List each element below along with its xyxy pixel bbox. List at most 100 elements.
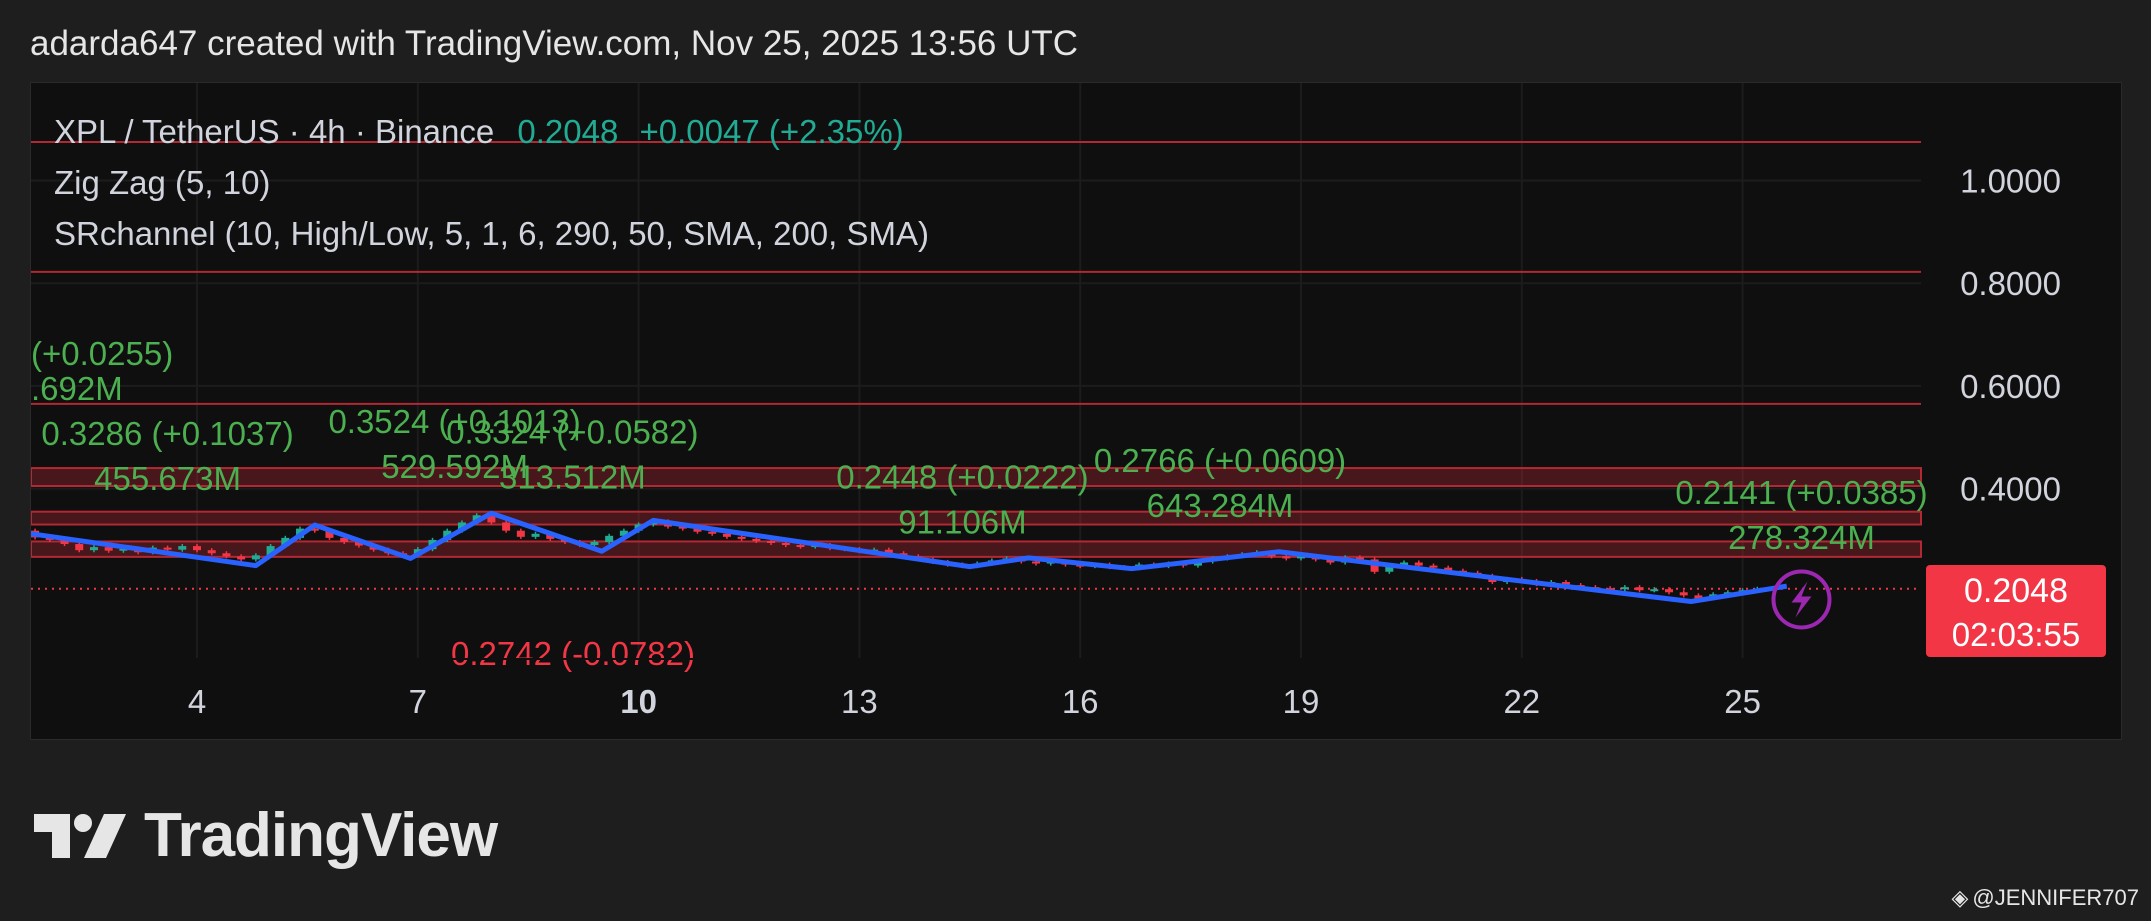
- lightning-alert-icon: [1771, 569, 1832, 630]
- zigzag-labels: 0.3286 (+0.1037) 455.673M 0.3524 (+0.1013)…: [31, 335, 1928, 672]
- y-axis-tick-label: 0.4000: [1960, 471, 2061, 508]
- zigzag-label-volume: .692M: [31, 370, 123, 407]
- candle: [781, 543, 790, 546]
- zigzag: [31, 510, 1788, 605]
- zigzag-label-low: 0.2742 (-0.0782): [451, 635, 695, 672]
- zigzag-label-price: 0.3324 (+0.0582): [446, 413, 698, 450]
- zigzag-label-volume: 529.592M: [381, 448, 528, 485]
- candle: [531, 533, 540, 537]
- zigzag-label-volume: 313.512M: [499, 458, 646, 495]
- lightning-bolt-icon: [1791, 581, 1812, 618]
- zigzag-label-price: 0.2766 (+0.0609): [1094, 442, 1346, 479]
- plot-clip-edge: [31, 658, 1921, 660]
- candle: [89, 547, 98, 551]
- candle: [1326, 559, 1335, 563]
- candle: [1032, 561, 1041, 564]
- candle: [1385, 565, 1394, 572]
- logo-text: TradingView: [144, 801, 498, 870]
- candle: [1282, 556, 1291, 559]
- zigzag-label-volume: 91.106M: [898, 503, 1026, 540]
- symbol-line[interactable]: XPL / TetherUS · 4h · Binance 0.2048 +0.…: [54, 106, 929, 157]
- tradingview-logo[interactable]: TradingView: [34, 800, 498, 871]
- watermark-text: @JENNIFER707: [1972, 885, 2139, 910]
- candle: [884, 549, 893, 554]
- candle: [605, 535, 614, 542]
- x-axis-tick-label: 22: [1503, 683, 1540, 720]
- zigzag-label-price: (+0.0255): [31, 335, 173, 372]
- last-price: 0.2048: [517, 113, 619, 150]
- symbol-title: XPL / TetherUS · 4h · Binance: [54, 113, 495, 150]
- x-axis-tick-label: 19: [1283, 683, 1320, 720]
- candle: [310, 528, 319, 531]
- sr-zone: [31, 540, 1922, 558]
- y-axis-tick-label: 1.0000: [1960, 163, 2061, 200]
- binance-icon: ◈: [1951, 885, 1969, 910]
- chart-legend: XPL / TetherUS · 4h · Binance 0.2048 +0.…: [54, 106, 929, 259]
- candle: [1606, 588, 1615, 591]
- zigzag-label-volume: 455.673M: [94, 460, 241, 497]
- chart-canvas[interactable]: 0.3286 (+0.1037) 455.673M 0.3524 (+0.1013)…: [31, 83, 2121, 739]
- y-axis-tick-label: 0.8000: [1960, 265, 2061, 302]
- candle: [325, 530, 334, 538]
- chart-area[interactable]: 0.3286 (+0.1037) 455.673M 0.3524 (+0.1013)…: [30, 82, 2122, 740]
- zigzag-label-price: 0.2141 (+0.0385): [1675, 474, 1927, 511]
- x-axis-tick-label: 10: [620, 683, 657, 720]
- candle: [487, 515, 496, 523]
- candle: [1414, 562, 1423, 566]
- candle: [163, 547, 172, 550]
- candle: [1635, 587, 1644, 591]
- candle: [1679, 592, 1688, 596]
- candle: [693, 528, 702, 532]
- candle: [193, 546, 201, 551]
- zigzag-label-price: 0.3286 (+0.1037): [41, 415, 293, 452]
- badge-price: 0.2048: [1964, 572, 2068, 610]
- candle: [281, 537, 290, 547]
- candle: [178, 546, 187, 550]
- candle: [619, 530, 628, 536]
- candle: [722, 533, 731, 537]
- candle: [1355, 557, 1364, 560]
- y-axis-tick-label: 0.6000: [1960, 368, 2061, 405]
- last-price-badge: 0.2048 02:03:55: [1926, 565, 2106, 657]
- x-axis-tick-label: 13: [841, 683, 878, 720]
- candle: [237, 556, 246, 560]
- candle: [767, 540, 776, 543]
- candle: [796, 545, 805, 548]
- candle: [1694, 595, 1703, 599]
- candle: [207, 550, 216, 554]
- candle: [60, 539, 69, 545]
- x-axis-tick-label: 16: [1062, 683, 1099, 720]
- candle: [75, 544, 84, 551]
- candle: [1444, 567, 1453, 571]
- sr-zone: [31, 467, 1922, 488]
- candle: [251, 555, 260, 560]
- candle: [354, 541, 363, 546]
- candle: [1429, 565, 1438, 568]
- candle: [1561, 582, 1570, 586]
- tradingview-logo-icon: [34, 813, 126, 858]
- candle: [752, 538, 761, 541]
- candle: [546, 533, 555, 539]
- grid: [31, 83, 1921, 658]
- candle: [119, 548, 128, 551]
- indicator-zigzag[interactable]: Zig Zag (5, 10): [54, 164, 271, 201]
- candle: [737, 536, 746, 539]
- indicator-srchannel[interactable]: SRchannel (10, High/Low, 5, 1, 6, 290, 5…: [54, 215, 929, 252]
- zigzag-label-price: 0.3524 (+0.1013): [328, 403, 580, 440]
- watermark: ◈ @JENNIFER707: [1951, 885, 2139, 911]
- candle: [1650, 589, 1659, 592]
- candle: [340, 537, 349, 542]
- candle: [590, 541, 599, 546]
- x-axis-tick-label: 25: [1724, 683, 1761, 720]
- candle: [1297, 556, 1305, 559]
- candle: [516, 530, 525, 537]
- x-axis-tick-label: 4: [188, 683, 206, 720]
- axes: 4 7 10 13 16 19 22 25 1.0000 0.8000 0.6000 0.4000: [188, 163, 2061, 720]
- zigzag-label-price: 0.2448 (+0.0222): [836, 458, 1088, 495]
- sr-channel: [31, 141, 1922, 590]
- zigzag-line: [31, 510, 1788, 605]
- candle: [104, 547, 113, 551]
- zigzag-label-volume: 278.324M: [1728, 519, 1875, 556]
- candle: [502, 522, 511, 531]
- candle: [222, 553, 231, 557]
